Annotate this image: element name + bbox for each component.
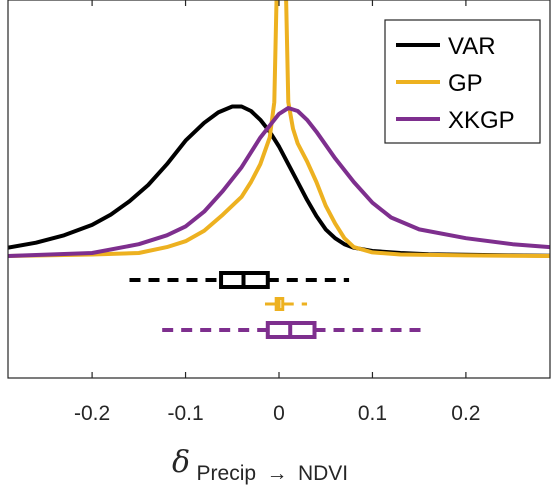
legend-item-gp[interactable]: GP <box>396 70 483 97</box>
boxplots <box>129 271 424 339</box>
density-line-xkgp <box>8 106 550 258</box>
density-line-gp <box>8 0 550 258</box>
x-axis: -0.2 -0.1 0 0.1 0.2 <box>74 0 480 425</box>
x-axis-label-arrow: → <box>267 462 288 485</box>
boxplot-gp <box>264 297 308 311</box>
legend-label: VAR <box>448 33 496 60</box>
x-tick-label: 0.1 <box>358 402 387 425</box>
x-tick-label: 0.2 <box>451 402 480 425</box>
legend-label: GP <box>448 70 483 97</box>
legend[interactable]: VAR GP XKGP <box>384 19 541 144</box>
x-tick-label: -0.1 <box>167 402 203 425</box>
legend-box <box>384 19 541 144</box>
legend-item-xkgp[interactable]: XKGP <box>396 107 515 134</box>
x-axis-label-symbol: δ <box>172 445 190 480</box>
x-axis-label-to: NDVI <box>298 462 348 485</box>
x-tick-label: 0 <box>273 402 285 425</box>
boxplot-var <box>129 271 350 289</box>
x-tick-label: -0.2 <box>74 402 110 425</box>
x-axis-label: δ Precip → NDVI <box>172 445 348 485</box>
legend-label: XKGP <box>448 107 515 134</box>
legend-item-var[interactable]: VAR <box>396 33 496 60</box>
x-axis-label-from: Precip <box>197 462 257 485</box>
density-curves <box>8 0 550 258</box>
boxplot-xkgp <box>162 321 424 339</box>
